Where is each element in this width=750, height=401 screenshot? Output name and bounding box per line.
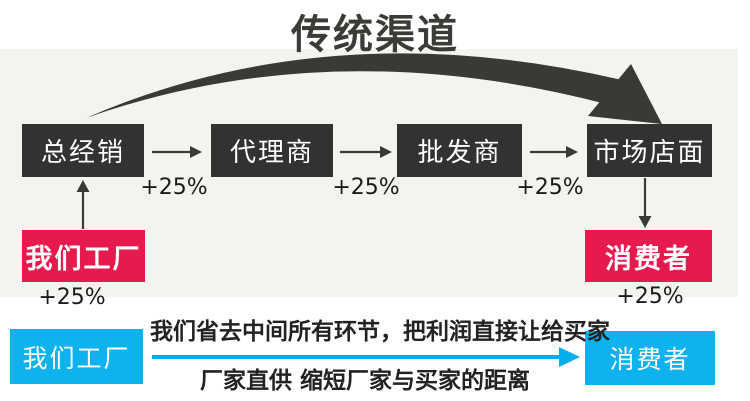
node-market-storefront: 市场店面 — [587, 124, 712, 177]
chain-arrow-2 — [340, 146, 392, 158]
markup-label-1: +25% — [140, 175, 208, 200]
markup-label-consumer: +25% — [616, 284, 684, 309]
node-wholesaler: 批发商 — [397, 124, 522, 177]
node-our-factory: 我们工厂 — [22, 230, 145, 282]
direct-node-consumer: 消费者 — [585, 331, 715, 385]
benefit-text-line1: 我们省去中间所有环节，把利润直接让给买家 — [150, 319, 610, 345]
chain-arrow-1 — [152, 146, 202, 158]
traditional-channel-curved-arrow — [86, 53, 662, 124]
markup-label-2: +25% — [332, 175, 400, 200]
markup-label-3: +25% — [516, 175, 584, 200]
diagram-title: 传统渠道 — [291, 12, 459, 58]
markup-label-factory: +25% — [38, 285, 106, 310]
node-consumer: 消费者 — [585, 230, 712, 282]
direct-node-our-factory: 我们工厂 — [10, 329, 143, 384]
factory-up-arrow — [76, 180, 90, 229]
benefit-text-line2: 厂家直供 缩短厂家与买家的距离 — [199, 368, 530, 394]
consumer-down-arrow — [638, 178, 652, 228]
node-agent: 代理商 — [211, 124, 333, 177]
chain-arrow-3 — [530, 146, 578, 158]
direct-supply-arrow — [152, 347, 580, 367]
node-general-distributor: 总经销 — [22, 124, 144, 177]
